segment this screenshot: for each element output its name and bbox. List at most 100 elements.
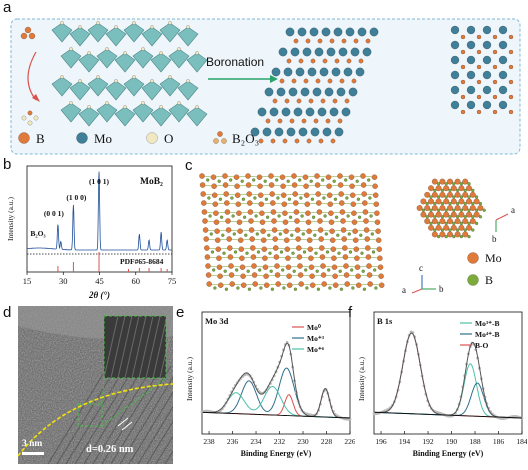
mo-atom bbox=[424, 218, 431, 225]
o-atom bbox=[114, 79, 118, 83]
mo-atom bbox=[454, 191, 461, 198]
mo-atom bbox=[256, 174, 263, 181]
mo-atom bbox=[217, 273, 223, 280]
b-atom bbox=[348, 250, 353, 254]
mo-atom bbox=[466, 25, 476, 35]
mo-atom bbox=[367, 281, 374, 287]
axis-a-arrow bbox=[411, 288, 423, 294]
envelope-line bbox=[374, 332, 522, 419]
mo-atom bbox=[314, 173, 320, 179]
b-atom bbox=[463, 228, 467, 232]
o-legend-icon bbox=[146, 132, 158, 144]
mo-atom bbox=[224, 209, 231, 215]
mo-atom bbox=[462, 231, 469, 238]
moo3-octahedron bbox=[177, 80, 199, 101]
b-atom bbox=[492, 94, 498, 100]
b-atom bbox=[287, 197, 292, 201]
mo-atom bbox=[223, 191, 230, 197]
d-spacing-label: d=0.26 nm bbox=[86, 444, 134, 455]
b-atom bbox=[508, 49, 514, 55]
mo-atom bbox=[292, 191, 299, 197]
mo-atom bbox=[466, 100, 476, 110]
mo-atom bbox=[291, 182, 298, 188]
mo-atom bbox=[458, 224, 465, 231]
mo-atom bbox=[343, 272, 350, 278]
b-atom bbox=[362, 287, 367, 291]
b-atom bbox=[263, 179, 267, 183]
moo3-octahedron bbox=[159, 22, 181, 43]
b-atom bbox=[234, 268, 239, 272]
b-atom bbox=[315, 78, 321, 84]
mo-atom bbox=[331, 255, 337, 262]
mo-atom bbox=[450, 224, 457, 231]
mo-atom bbox=[210, 174, 217, 181]
mo-atom bbox=[351, 210, 357, 217]
b-atom bbox=[372, 268, 377, 272]
b-atom bbox=[282, 138, 288, 144]
mo-atom bbox=[249, 236, 256, 242]
mo-atom bbox=[355, 67, 365, 77]
mo-atom bbox=[450, 55, 460, 65]
mo-atom bbox=[310, 127, 320, 137]
mo-atom bbox=[293, 209, 300, 215]
b-atom bbox=[270, 138, 276, 144]
b-atom bbox=[264, 197, 269, 201]
o-atom bbox=[195, 105, 199, 109]
b-atom bbox=[508, 64, 514, 70]
b-atom bbox=[241, 197, 246, 201]
b-atom bbox=[436, 195, 441, 199]
peak-label: (1 0 0) bbox=[66, 193, 86, 202]
b-atom bbox=[351, 78, 357, 84]
b-atom bbox=[329, 38, 335, 44]
b-atom bbox=[463, 201, 467, 206]
b-atom bbox=[230, 196, 234, 200]
mo-atom bbox=[450, 70, 460, 80]
moo3-octahedron bbox=[60, 102, 82, 123]
mo-atom bbox=[465, 211, 473, 218]
mo-atom bbox=[469, 191, 476, 198]
mo-atom bbox=[269, 191, 276, 197]
mo-atom bbox=[257, 107, 267, 117]
b-atom bbox=[326, 268, 331, 272]
mo-atom bbox=[200, 200, 207, 206]
mo-atom bbox=[322, 127, 332, 137]
b-atom bbox=[360, 251, 364, 255]
mo-legend-icon bbox=[76, 132, 88, 144]
mo-atom bbox=[454, 231, 461, 238]
b-atom bbox=[359, 233, 363, 237]
mo-atom bbox=[443, 198, 450, 205]
b-atom bbox=[213, 286, 217, 290]
b-atom bbox=[300, 214, 304, 218]
mo-atom bbox=[343, 67, 353, 77]
mo-atom bbox=[314, 47, 324, 57]
o-atom bbox=[177, 101, 181, 105]
b-atom bbox=[358, 58, 364, 64]
b-atom bbox=[286, 179, 290, 183]
x-tick-label: 232 bbox=[274, 437, 286, 446]
mo-atom bbox=[446, 231, 454, 238]
mo-atom bbox=[260, 237, 267, 244]
b-atom bbox=[476, 34, 482, 40]
chart-title: Mo 3d bbox=[205, 316, 229, 326]
mo-atom bbox=[458, 185, 465, 192]
moo3-octahedron bbox=[168, 102, 190, 123]
mo-atom bbox=[240, 282, 247, 289]
b-atom bbox=[305, 286, 309, 290]
b-atom bbox=[341, 38, 347, 44]
mo-atom bbox=[285, 264, 292, 271]
mo-atom bbox=[202, 227, 209, 233]
legend-label: B bbox=[36, 131, 45, 146]
mo-atom bbox=[458, 198, 465, 205]
mo-atom bbox=[327, 201, 334, 208]
o-atom bbox=[123, 105, 127, 109]
x-tick-label: 186 bbox=[493, 437, 505, 446]
mo-atom bbox=[354, 264, 361, 271]
mo-atom bbox=[222, 182, 229, 188]
mo-atom bbox=[283, 228, 289, 235]
b-atom bbox=[322, 196, 326, 200]
mo-atom bbox=[372, 183, 378, 190]
mo-atom bbox=[338, 191, 345, 197]
b-atom bbox=[471, 188, 475, 193]
b-atom bbox=[425, 201, 429, 206]
mo-atom bbox=[285, 27, 295, 37]
